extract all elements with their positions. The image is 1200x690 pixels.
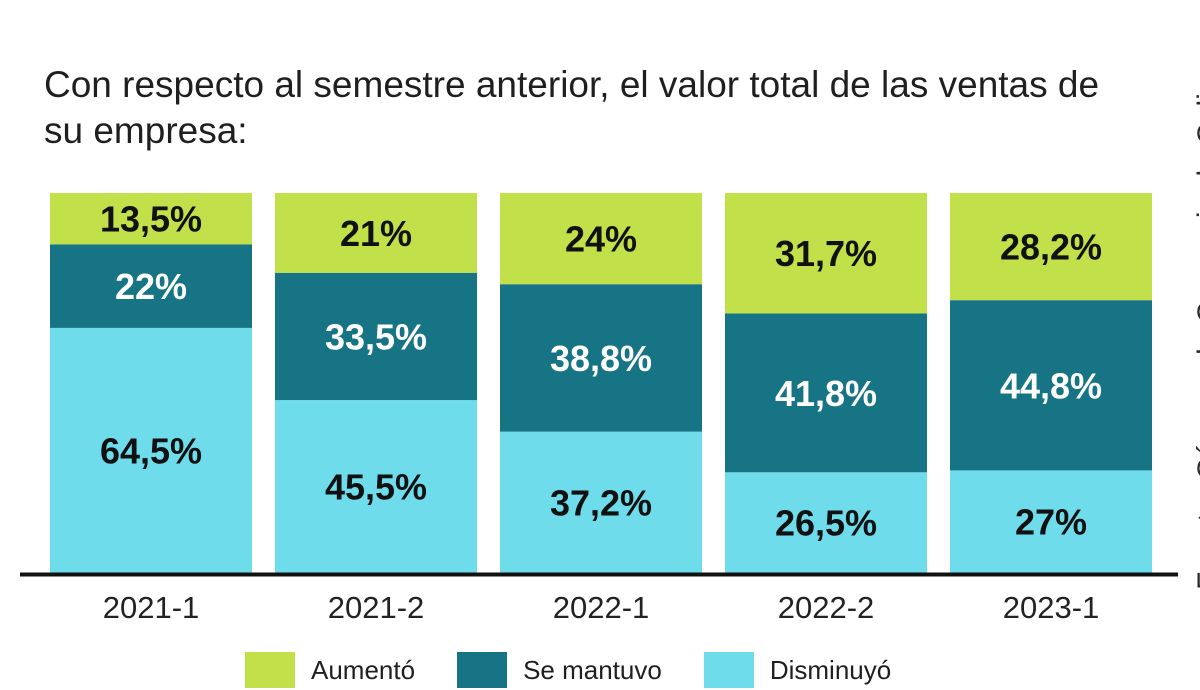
legend-label-disminuyo: Disminuyó — [769, 654, 892, 685]
legend-item-aumento: Aumentó — [245, 652, 415, 688]
data-label-disminuyo-2022-1: 37,2% — [550, 482, 652, 523]
data-label-aumento-2022-2: 31,7% — [775, 233, 877, 274]
data-label-disminuyo-2023-1: 27% — [1015, 502, 1087, 543]
bar-segment-disminuyo-2021-2 — [275, 400, 477, 573]
bar-segment-aumento-2021-1 — [50, 193, 252, 245]
data-label-aumento-2023-1: 28,2% — [1000, 227, 1102, 268]
x-tick-label-2022-1: 2022-1 — [553, 590, 650, 625]
data-label-aumento-2021-2: 21% — [340, 213, 412, 254]
data-label-aumento-2022-1: 24% — [565, 219, 637, 260]
bar-segment-se-mantuvo-2021-2 — [275, 272, 477, 401]
legend-swatch-se-mantuvo — [457, 652, 508, 688]
data-label-se-mantuvo-2022-1: 38,8% — [550, 338, 652, 379]
legend-label-se-mantuvo: Se mantuvo — [523, 654, 662, 685]
stacked-bar-chart: 64,5% 22% 13,5% 2021-1 45,5% 33,5% 21% 2021-2 37… — [20, 193, 1178, 625]
x-tick-label-2022-2: 2022-2 — [778, 590, 875, 625]
legend-item-disminuyo: Disminuyó — [703, 652, 892, 688]
bar-segment-aumento-2022-1 — [500, 193, 702, 285]
bar-segment-aumento-2022-2 — [725, 193, 927, 314]
data-label-aumento-2021-1: 13,5% — [100, 199, 202, 240]
bar-segment-se-mantuvo-2022-1 — [500, 284, 702, 432]
bar-segment-aumento-2023-1 — [950, 193, 1152, 301]
x-tick-label-2021-2: 2021-2 — [328, 590, 425, 625]
bar-segment-se-mantuvo-2021-1 — [50, 244, 252, 328]
data-label-se-mantuvo-2021-2: 33,5% — [325, 316, 427, 357]
x-tick-label-2021-1: 2021-1 — [103, 590, 200, 625]
data-label-se-mantuvo-2022-2: 41,8% — [775, 373, 877, 414]
data-label-se-mantuvo-2023-1: 44,8% — [1000, 365, 1102, 406]
chart-title: Con respecto al semestre anterior, el va… — [44, 64, 1100, 151]
legend-swatch-disminuyo — [703, 652, 754, 688]
data-label-disminuyo-2021-2: 45,5% — [325, 467, 427, 508]
bar-segment-disminuyo-2022-2 — [725, 472, 927, 573]
bar-segment-disminuyo-2022-1 — [500, 431, 702, 573]
legend-item-se-mantuvo: Se mantuvo — [457, 652, 662, 688]
legend-label-aumento: Aumentó — [311, 654, 416, 685]
legend-swatch-aumento — [245, 652, 295, 688]
data-label-se-mantuvo-2021-1: 22% — [115, 266, 187, 307]
bar-segment-se-mantuvo-2023-1 — [950, 300, 1152, 471]
data-label-disminuyo-2022-2: 26,5% — [775, 503, 877, 544]
source-credit: Fuente: Cámara de Comercio de Cali — [1192, 93, 1200, 590]
bar-segment-disminuyo-2021-1 — [50, 327, 252, 573]
data-label-disminuyo-2021-1: 64,5% — [100, 430, 202, 471]
bar-segment-disminuyo-2023-1 — [950, 470, 1152, 573]
bar-segment-aumento-2021-2 — [275, 193, 477, 273]
bar-segment-se-mantuvo-2022-2 — [725, 313, 927, 473]
x-tick-label-2023-1: 2023-1 — [1003, 590, 1100, 625]
chart-legend: Aumentó Se mantuvo Disminuyó — [245, 650, 891, 690]
